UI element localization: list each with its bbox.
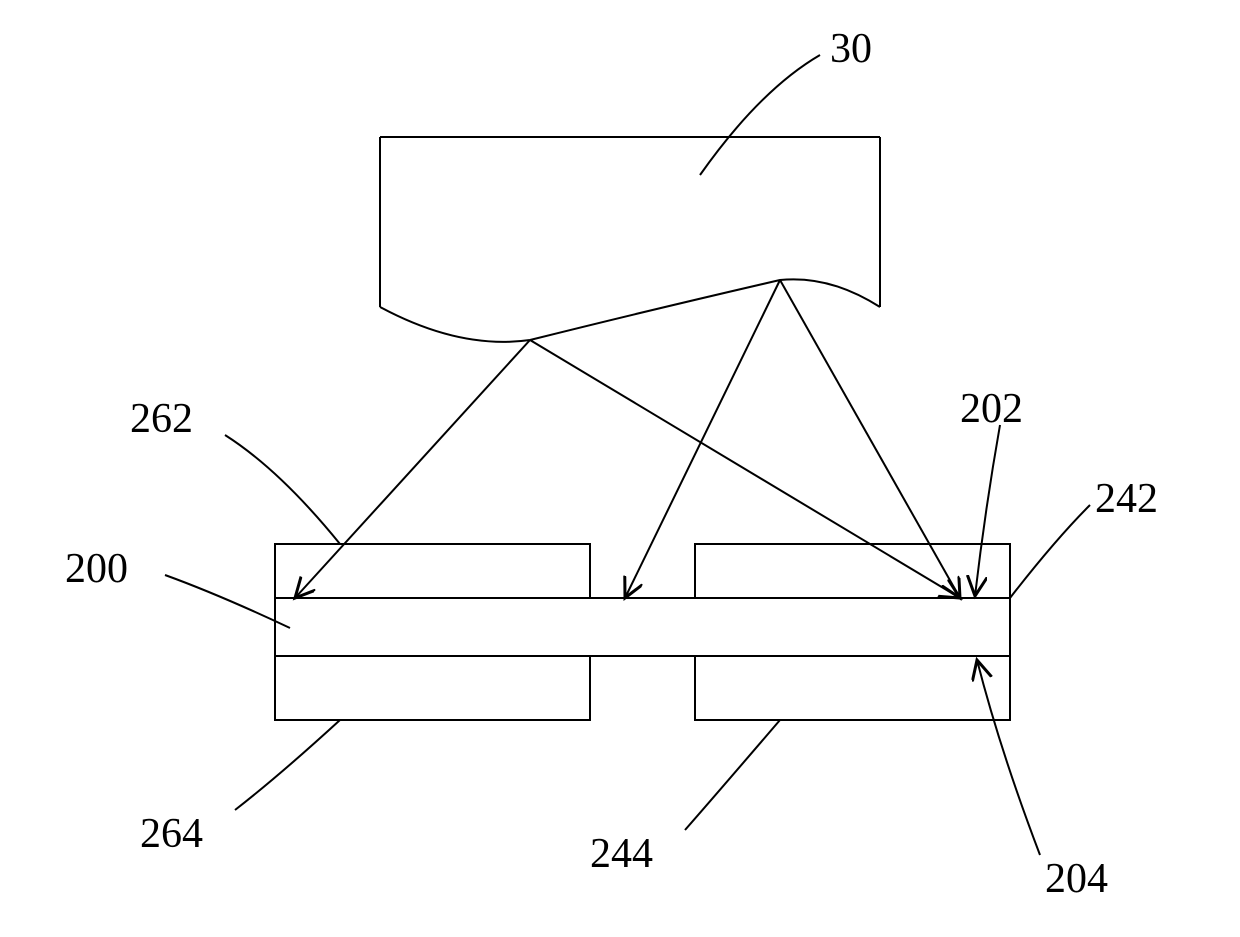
label-264: 264 [140, 810, 203, 858]
label-200: 200 [65, 545, 128, 593]
mid-bar [275, 598, 1010, 656]
label-242: 242 [1095, 475, 1158, 523]
upper-right-block [695, 544, 1010, 598]
diagram-canvas [0, 0, 1240, 937]
upper-left-block [275, 544, 590, 598]
label-202: 202 [960, 385, 1023, 433]
lower-left-block [275, 656, 590, 720]
label-30: 30 [830, 25, 872, 73]
top-block [380, 137, 880, 342]
label-262: 262 [130, 395, 193, 443]
leader-lines [165, 55, 1090, 855]
label-204: 204 [1045, 855, 1108, 903]
label-244: 244 [590, 830, 653, 878]
lower-right-block [695, 656, 1010, 720]
cross-arrows [295, 280, 960, 598]
